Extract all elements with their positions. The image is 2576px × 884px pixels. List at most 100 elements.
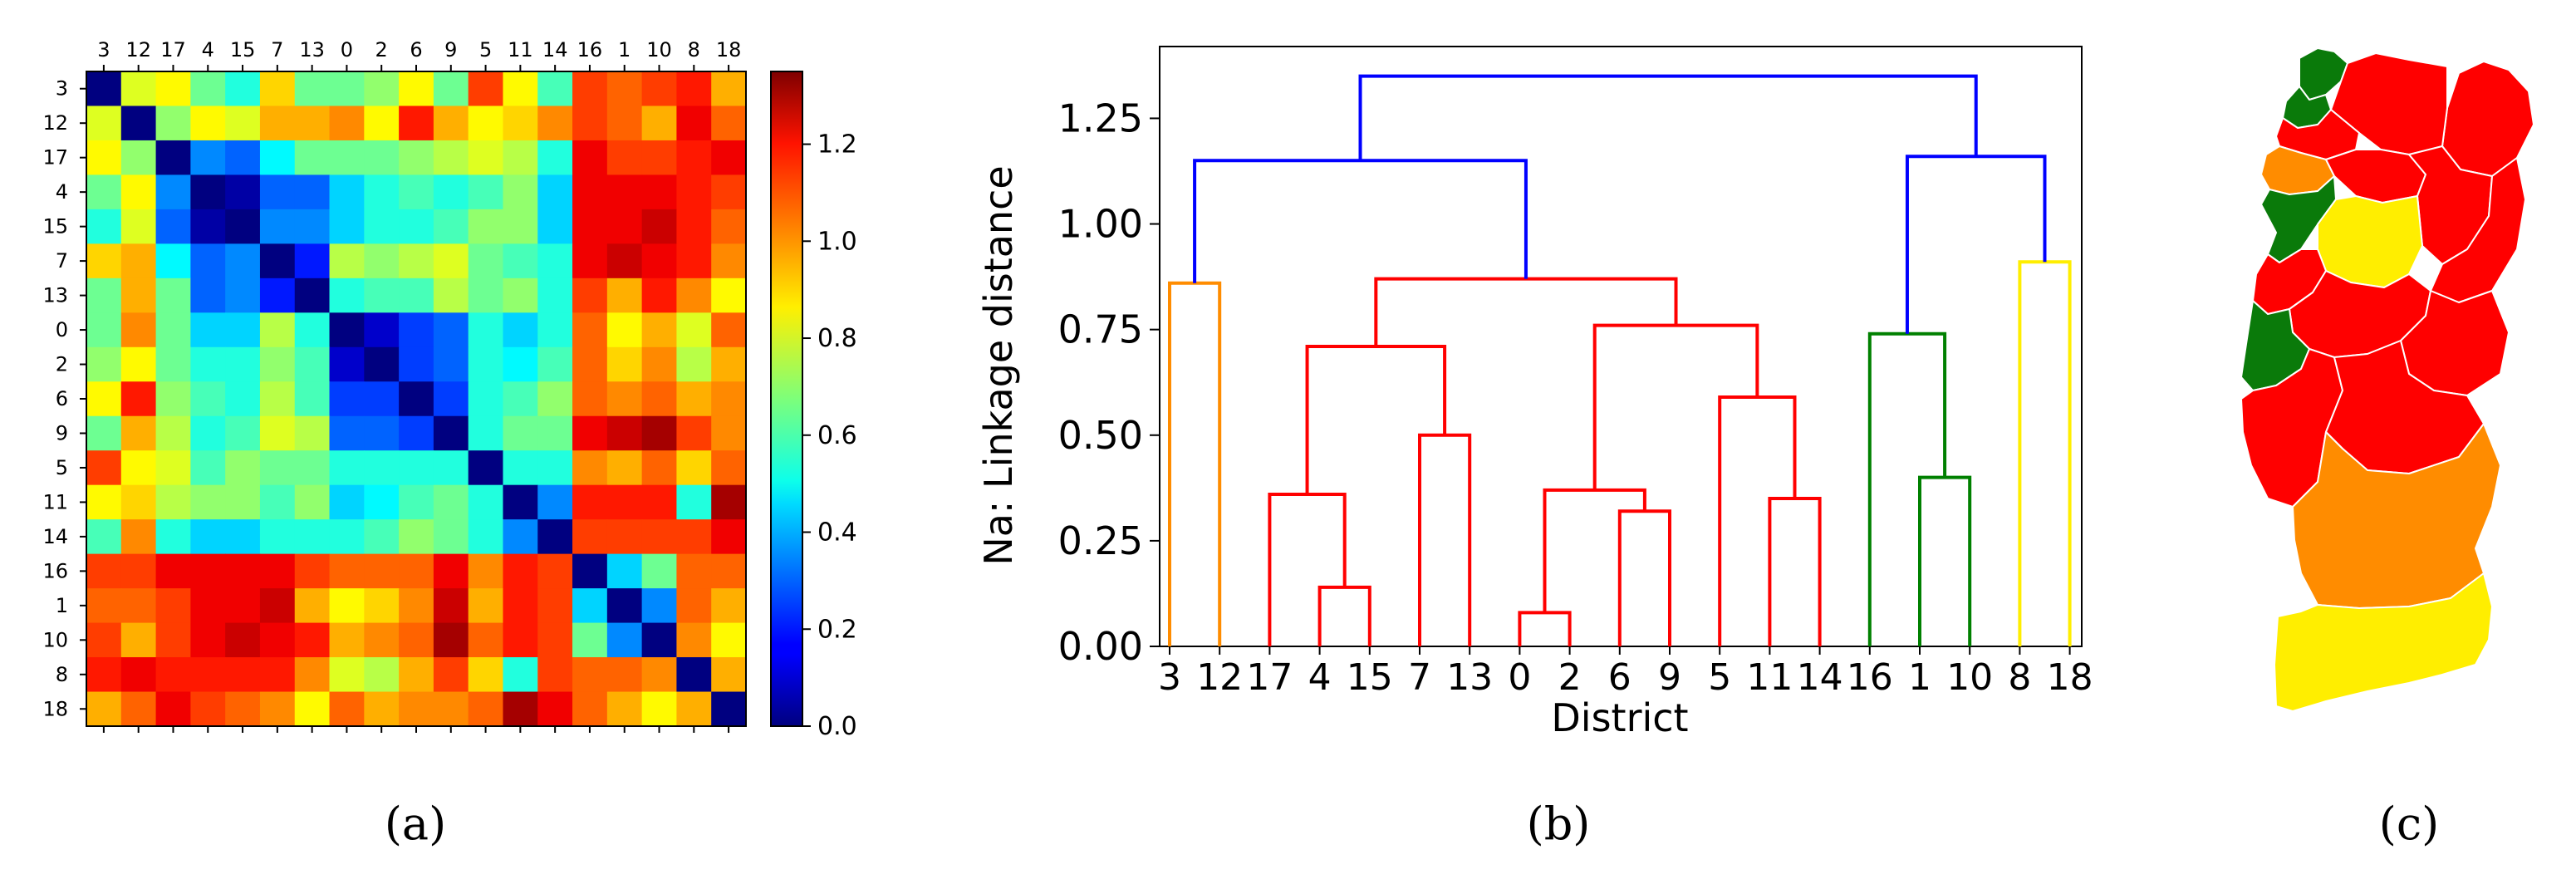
- heatmap-cell: [190, 519, 226, 555]
- heatmap-cell: [503, 243, 538, 279]
- heatmap-cell: [86, 243, 122, 279]
- heatmap-cell: [641, 553, 678, 589]
- dendrogram-leaf-label: 6: [1608, 656, 1631, 699]
- heatmap-cell: [468, 415, 504, 451]
- heatmap-cell: [155, 140, 191, 176]
- heatmap-cells: [86, 71, 747, 727]
- heatmap-cell: [606, 71, 643, 107]
- heatmap-cell: [606, 209, 643, 244]
- heatmap-cell: [572, 209, 608, 244]
- heatmap-cell: [711, 519, 747, 555]
- heatmap-cell: [225, 553, 261, 589]
- heatmap-col-label: 3: [97, 38, 110, 61]
- heatmap-cell: [676, 657, 712, 693]
- heatmap-col-label: 1: [618, 38, 631, 61]
- heatmap-cell: [503, 484, 538, 520]
- heatmap-row-label: 15: [42, 215, 68, 238]
- heatmap-cell: [86, 415, 122, 451]
- heatmap-cell: [225, 657, 261, 693]
- heatmap-cell: [676, 450, 712, 486]
- heatmap-cell: [468, 312, 504, 348]
- dendrogram-link: [1374, 277, 1678, 346]
- heatmap-cell: [399, 106, 434, 141]
- heatmap-cell: [86, 519, 122, 555]
- heatmap-cell: [225, 381, 261, 417]
- dendrogram-links: [1168, 74, 2072, 646]
- heatmap-cell: [399, 140, 434, 176]
- heatmap-cell: [155, 657, 191, 693]
- heatmap-cell: [676, 312, 712, 348]
- heatmap-cell: [120, 243, 157, 279]
- heatmap-cell: [225, 243, 261, 279]
- heatmap-cell: [86, 106, 122, 141]
- heatmap-cell: [190, 71, 226, 107]
- heatmap-cell: [364, 243, 400, 279]
- dendrogram-panel: 0.000.250.500.751.001.25 3 12 17 4 15 7 13 0 2 6 9…: [976, 46, 2093, 850]
- heatmap-cell: [711, 209, 747, 244]
- heatmap-cell: [399, 312, 434, 348]
- heatmap-cell: [711, 71, 747, 107]
- heatmap-cell: [155, 691, 191, 727]
- heatmap-cell: [641, 243, 678, 279]
- dendrogram-link: [1193, 159, 1528, 283]
- heatmap-cell: [468, 140, 504, 176]
- heatmap-cell: [676, 71, 712, 107]
- heatmap-cell: [711, 415, 747, 451]
- heatmap-cell: [537, 415, 573, 451]
- heatmap-cell: [433, 691, 469, 727]
- heatmap-cell: [433, 484, 469, 520]
- dendrogram-link: [1768, 497, 1822, 646]
- heatmap-cell: [225, 106, 261, 141]
- heatmap-col-label: 11: [508, 38, 533, 61]
- heatmap-cell: [86, 657, 122, 693]
- heatmap-cell: [329, 381, 365, 417]
- heatmap-cell: [259, 381, 296, 417]
- heatmap-cell: [86, 553, 122, 589]
- heatmap-cell: [641, 484, 678, 520]
- heatmap-cell: [468, 277, 504, 313]
- heatmap-cell: [468, 174, 504, 210]
- heatmap-cell: [537, 71, 573, 107]
- heatmap-cell: [259, 657, 296, 693]
- heatmap-cell: [503, 381, 538, 417]
- heatmap-cell: [294, 622, 331, 658]
- heatmap-cell: [329, 588, 365, 624]
- district-braganca: [2441, 61, 2534, 177]
- heatmap-cell: [572, 174, 608, 210]
- heatmap-cell: [399, 346, 434, 382]
- heatmap-cell: [259, 622, 296, 658]
- dendrogram-y-axis: 0.00 0.25 0.50 0.75 1.00 1.25: [1058, 96, 1160, 669]
- heatmap-cell: [606, 415, 643, 451]
- dendrogram-link: [1867, 332, 1947, 646]
- heatmap-cell: [86, 622, 122, 658]
- heatmap-cell: [225, 484, 261, 520]
- heatmap-cell: [468, 243, 504, 279]
- heatmap-cell: [711, 381, 747, 417]
- heatmap-cell: [537, 450, 573, 486]
- heatmap-cell: [641, 346, 678, 382]
- dendrogram-leaf-label: 3: [1158, 656, 1181, 699]
- heatmap-cell: [503, 691, 538, 727]
- heatmap-cell: [155, 622, 191, 658]
- heatmap-cell: [572, 71, 608, 107]
- heatmap-row-label: 1: [56, 594, 68, 617]
- heatmap-cell: [572, 106, 608, 141]
- district-faro: [2274, 572, 2493, 712]
- heatmap-cell: [641, 450, 678, 486]
- colorbar-ticks: 0.0 0.2 0.4 0.6 0.8 1.0 1.2: [802, 130, 857, 741]
- heatmap-cell: [572, 277, 608, 313]
- heatmap-cell: [294, 106, 331, 141]
- heatmap-cell: [259, 140, 296, 176]
- heatmap-cell: [503, 450, 538, 486]
- heatmap-cell: [364, 140, 400, 176]
- heatmap-cell: [468, 657, 504, 693]
- heatmap-cell: [155, 106, 191, 141]
- heatmap-cell: [676, 553, 712, 589]
- heatmap-cell: [364, 381, 400, 417]
- heatmap-cell: [155, 209, 191, 244]
- heatmap-cell: [641, 312, 678, 348]
- heatmap-col-label: 5: [479, 38, 492, 61]
- heatmap-cell: [433, 243, 469, 279]
- heatmap-cell: [120, 450, 157, 486]
- heatmap-cell: [364, 622, 400, 658]
